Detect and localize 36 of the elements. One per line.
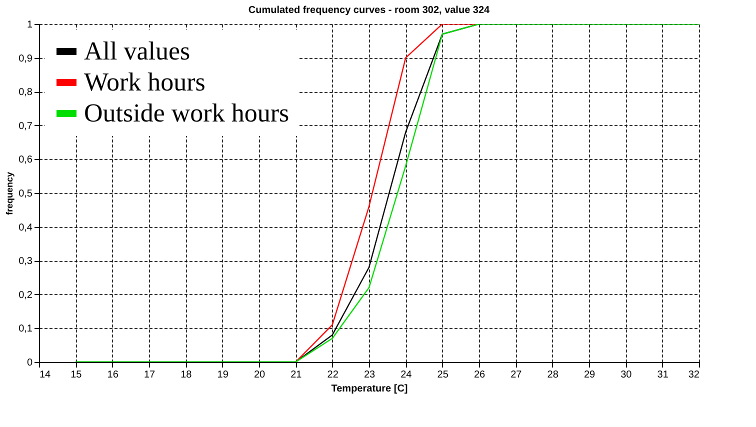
x-tick-label: 17 bbox=[144, 370, 156, 380]
x-tick-label: 25 bbox=[437, 370, 449, 380]
y-tick-label: 0,7 bbox=[18, 120, 33, 132]
x-tick-label: 15 bbox=[70, 370, 82, 380]
x-tick-label: 21 bbox=[290, 370, 302, 380]
legend-label: All values bbox=[84, 36, 190, 66]
y-tick-label: 0,3 bbox=[18, 256, 33, 268]
y-tick-label: 0 bbox=[26, 358, 33, 368]
y-tick-label: 0,9 bbox=[18, 53, 33, 64]
x-tick-label: 19 bbox=[217, 370, 229, 380]
x-tick-label: 30 bbox=[620, 370, 632, 380]
y-tick-label: 0,6 bbox=[18, 154, 33, 166]
x-tick-label: 27 bbox=[510, 370, 522, 380]
x-tick-label: 20 bbox=[254, 370, 266, 380]
y-tick-label: 0,1 bbox=[18, 324, 33, 335]
x-tick-label: 26 bbox=[474, 370, 486, 380]
x-tick-label: 32 bbox=[688, 370, 700, 380]
x-tick-label: 31 bbox=[657, 370, 669, 380]
y-tick-label: 0,5 bbox=[18, 188, 33, 200]
x-tick-label: 28 bbox=[547, 370, 559, 380]
x-tick-label: 22 bbox=[327, 370, 339, 380]
x-axis-title: Temperature [C] bbox=[331, 384, 408, 394]
x-tick-label: 29 bbox=[584, 370, 596, 380]
x-tick-label: 18 bbox=[180, 370, 192, 380]
y-axis-title: frequency bbox=[4, 172, 15, 216]
y-tick-label: 0,2 bbox=[18, 290, 33, 301]
x-tick-label: 23 bbox=[364, 370, 376, 380]
y-tick-label: 0,8 bbox=[18, 87, 33, 98]
legend-label: Work hours bbox=[84, 68, 206, 96]
x-tick-label: 16 bbox=[107, 370, 119, 380]
x-tick-label: 24 bbox=[400, 370, 412, 380]
y-tick-label: 1 bbox=[26, 20, 33, 30]
x-tick-label: 14 bbox=[40, 370, 52, 380]
chart-title: Cumulated frequency curves - room 302, value 324 bbox=[248, 5, 490, 16]
legend-label: Outside work hours bbox=[84, 98, 290, 128]
y-tick-label: 0,4 bbox=[18, 222, 33, 234]
